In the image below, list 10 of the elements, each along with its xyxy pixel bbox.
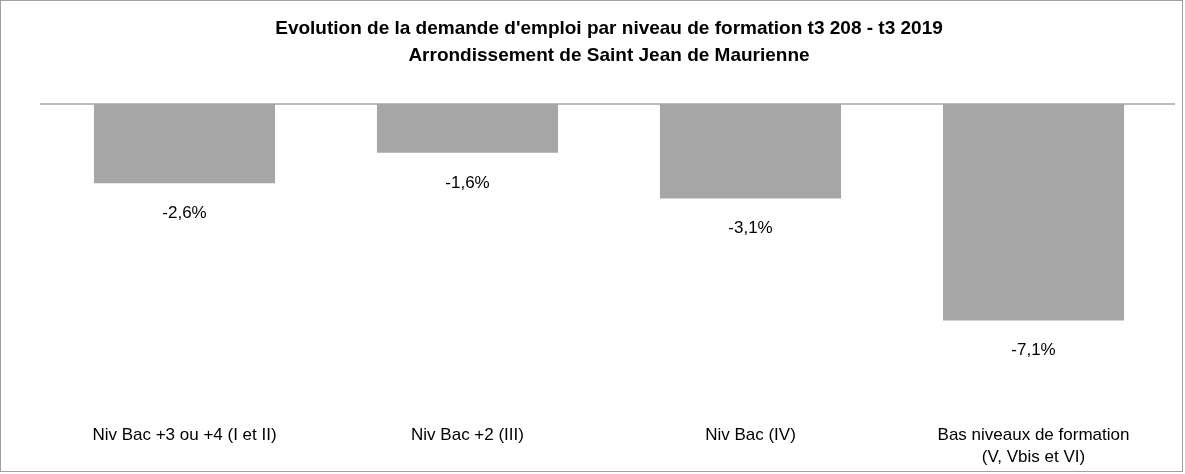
- x-tick-label: Niv Bac (IV): [705, 424, 796, 444]
- x-tick-label: Bas niveaux de formation (V, Vbis et VI): [937, 424, 1130, 466]
- x-tick-label: Niv Bac +3 ou +4 (I et II): [92, 424, 277, 444]
- x-tick-label: Niv Bac +2 (III): [411, 424, 524, 444]
- chart-title: Evolution de la demande d'emploi par niveau de formation t3 208 - t3 2019: [275, 17, 943, 39]
- data-label: -7,1%: [1011, 340, 1056, 360]
- data-label: -3,1%: [728, 218, 773, 238]
- chart-subtitle: Arrondissement de Saint Jean de Maurienne: [408, 44, 810, 66]
- data-label: -2,6%: [162, 203, 207, 223]
- data-label: -1,6%: [445, 172, 490, 192]
